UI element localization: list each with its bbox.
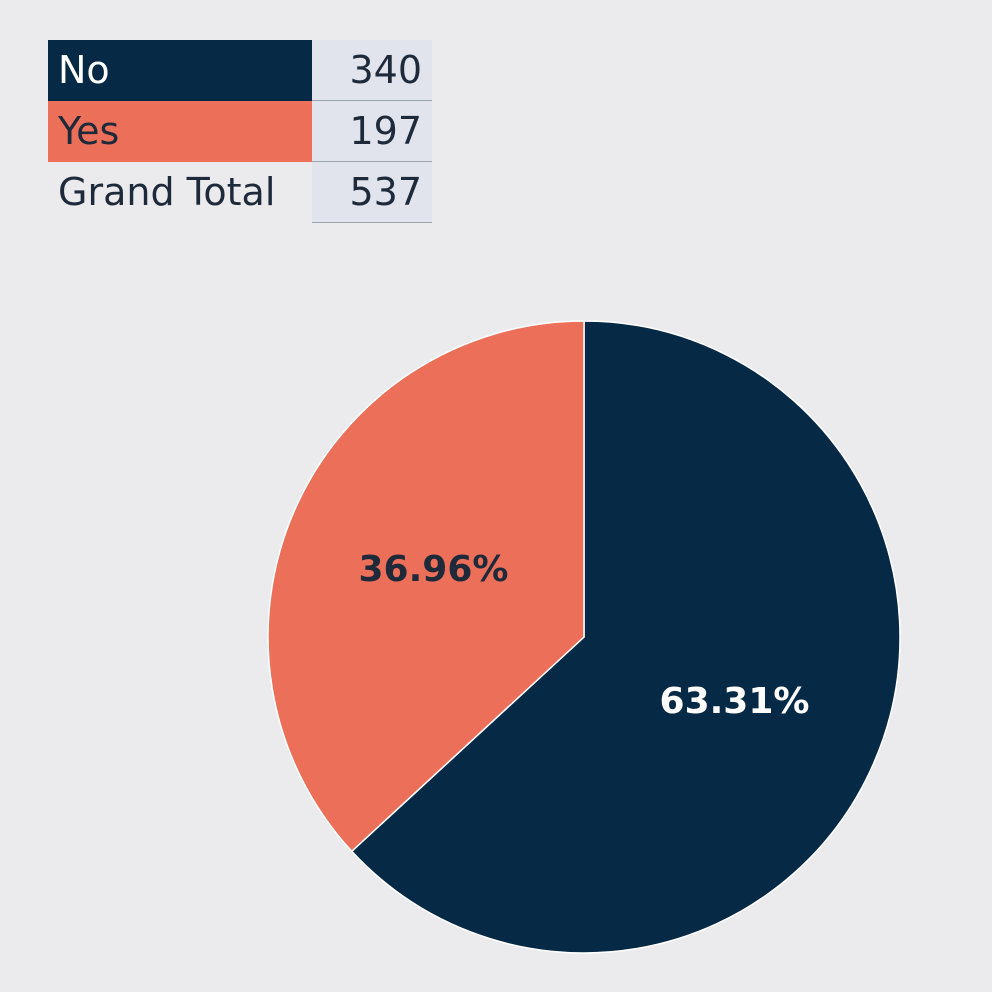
- pie-slice: [350, 320, 901, 954]
- slice-label: 36.96%: [359, 549, 509, 590]
- row-label: No: [48, 40, 312, 101]
- pie-slice: [267, 320, 585, 853]
- row-label: Yes: [48, 100, 312, 162]
- table-row: No 340: [48, 40, 432, 101]
- summary-table: No 340 Yes 197 Grand Total 537: [48, 40, 432, 223]
- table-row: Grand Total 537: [48, 161, 432, 223]
- table-row: Yes 197: [48, 100, 432, 162]
- slice-label: 63.31%: [660, 681, 810, 722]
- row-value: 537: [312, 161, 432, 223]
- row-value: 340: [312, 40, 432, 101]
- row-label: Grand Total: [58, 170, 276, 214]
- row-value: 197: [312, 100, 432, 162]
